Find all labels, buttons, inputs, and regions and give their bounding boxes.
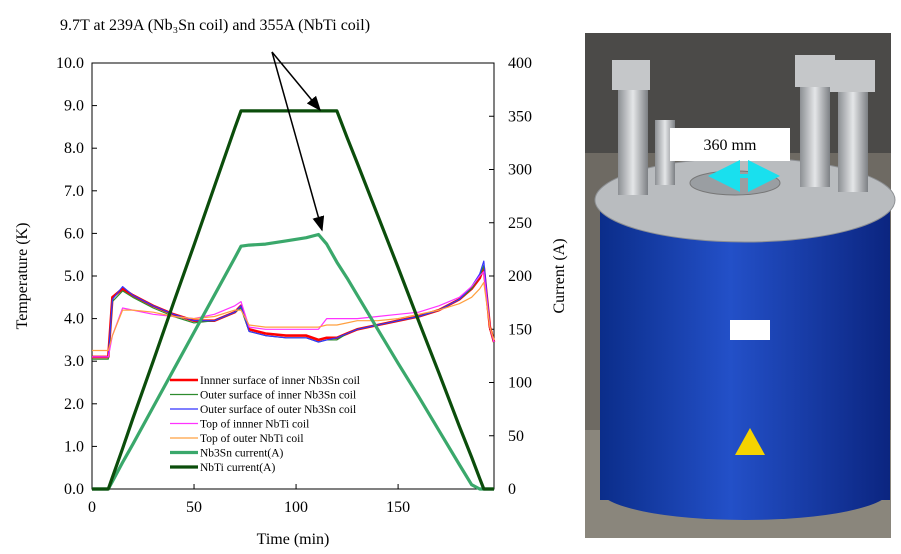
x-axis-title: Time (min) (257, 531, 330, 548)
photo-label: 360 mm (704, 137, 757, 154)
legend-label: Top of innner NbTi coil (200, 419, 309, 431)
legend-label: Outer surface of outer Nb3Sn coil (200, 404, 356, 416)
legend-label: Nb3Sn current(A) (200, 448, 284, 460)
x-tick-label: 100 (284, 499, 308, 516)
y2-tick-label: 50 (508, 428, 524, 445)
y-tick-label: 6.0 (64, 225, 84, 242)
y2-tick-label: 350 (508, 108, 532, 125)
y-tick-label: 0.0 (64, 481, 84, 498)
legend-label: Innner surface of inner Nb3Sn coil (200, 375, 360, 387)
y-tick-label: 8.0 (64, 140, 84, 157)
y-tick-label: 1.0 (64, 438, 84, 455)
y-tick-label: 9.0 (64, 98, 84, 115)
y2-tick-label: 150 (508, 321, 532, 338)
y2-tick-label: 0 (508, 481, 516, 498)
y-tick-label: 5.0 (64, 268, 84, 285)
x-tick-label: 150 (386, 499, 410, 516)
y2-tick-label: 100 (508, 375, 532, 392)
y2-tick-label: 250 (508, 215, 532, 232)
chart: 0.0 1.0 2.0 3.0 4.0 5.0 6.0 7.0 8.0 9.0 10.0 0 50 100… (14, 55, 568, 548)
photo: 360 mm (585, 33, 896, 538)
y-tick-label: 3.0 (64, 353, 84, 370)
series-line (92, 260, 495, 358)
legend-label: Top of outer NbTi coil (200, 433, 304, 445)
y-tick-label: 4.0 (64, 311, 84, 328)
series-line (92, 109, 494, 491)
y2-tick-label: 300 (508, 162, 532, 179)
x-tick-label: 0 (88, 499, 96, 516)
y-tick-label: 2.0 (64, 396, 84, 413)
series-line (92, 271, 495, 358)
y-tick-label: 7.0 (64, 183, 84, 200)
y-axis-title: Temperature (K) (14, 223, 31, 330)
annotation-arrow (271, 51, 321, 112)
legend-label: Outer surface of inner Nb3Sn coil (200, 390, 356, 402)
legend-label: NbTi current(A) (200, 462, 275, 474)
annotation: 9.7T at 239A (Nb₃Sn coil) and 355A (NbTi… (60, 17, 370, 34)
y2-tick-label: 400 (508, 55, 532, 72)
series-line (92, 232, 494, 491)
annotation-arrow (271, 51, 325, 232)
y2-axis-title: Current (A) (551, 238, 568, 313)
y-tick-label: 10.0 (56, 55, 84, 72)
y2-tick-label: 200 (508, 268, 532, 285)
x-tick-label: 50 (186, 499, 202, 516)
series-line (92, 281, 495, 352)
